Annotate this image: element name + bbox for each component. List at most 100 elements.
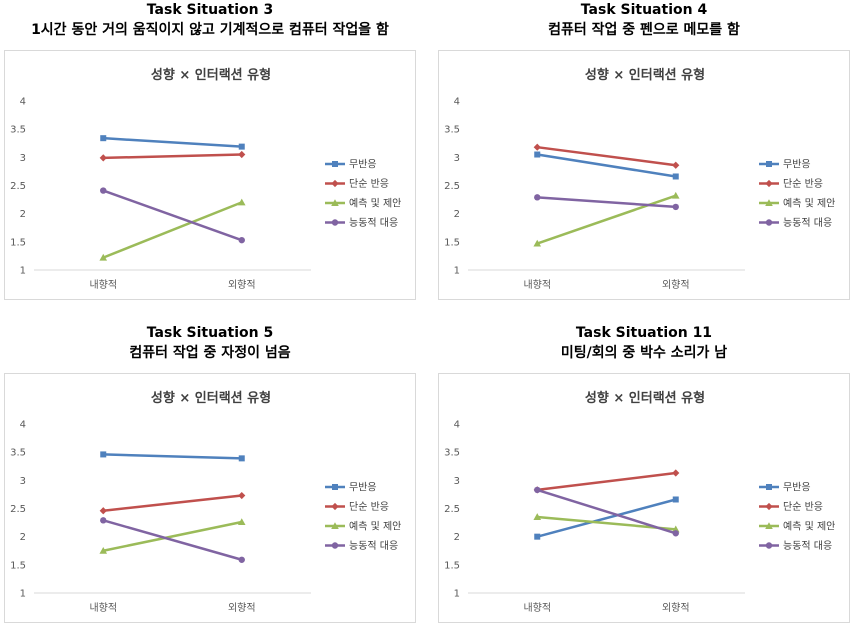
legend-marker: [331, 219, 339, 226]
series-line: [103, 453, 242, 460]
x-tick-label: 외향적: [228, 602, 256, 614]
data-point: [533, 513, 542, 520]
chart-title: 성향 × 인터랙션 유형: [151, 390, 271, 406]
chart-title: 성향 × 인터랙션 유형: [585, 67, 705, 83]
data-point: [671, 191, 680, 199]
y-tick-label: 2: [454, 532, 460, 543]
series-line: [536, 194, 677, 245]
legend-marker: [332, 161, 338, 167]
y-tick-label: 1: [454, 266, 460, 277]
data-point: [672, 173, 679, 180]
data-point: [238, 491, 246, 500]
panel-title: Task Situation 3: [146, 2, 274, 18]
series-line: [103, 153, 242, 160]
data-point: [100, 451, 107, 458]
panel-situation-5: Task Situation 5 컴퓨터 작업 중 자정이 넘음 성향 × 인터…: [0, 323, 420, 628]
x-tick-label: 내향적: [523, 602, 551, 614]
y-tick-label: 3: [454, 153, 460, 164]
y-tick-label: 1: [20, 589, 26, 600]
x-tick-label: 내향적: [89, 279, 117, 291]
y-tick-label: 4: [20, 97, 26, 108]
data-point: [99, 154, 107, 162]
y-tick-label: 2.5: [10, 181, 26, 192]
y-tick-label: 4: [454, 420, 460, 431]
legend-label: 단순 반응: [349, 178, 389, 190]
y-tick-label: 3: [20, 476, 26, 487]
data-point: [672, 203, 679, 211]
legend-marker: [331, 542, 339, 549]
series-line: [102, 189, 243, 242]
data-point: [534, 151, 541, 158]
chart-area: 성향 × 인터랙션 유형 1 1.5 2 2.5 3 3.5 4 내향적 외향적 무반응 단순 반응 예…: [4, 50, 416, 300]
y-tick-label: 2: [20, 209, 26, 220]
data-point: [238, 455, 245, 462]
legend-label: 능동적 대응: [783, 540, 832, 552]
series-line: [537, 471, 676, 492]
panel-situation-3: Task Situation 3 1시간 동안 거의 움직이지 않고 기계적으로…: [0, 0, 420, 305]
legend-label: 예측 및 제안: [783, 198, 835, 210]
y-tick-label: 4: [20, 420, 26, 431]
x-tick-label: 내향적: [89, 602, 117, 614]
data-point: [237, 518, 246, 526]
y-tick-label: 1.5: [10, 560, 26, 571]
legend-marker: [331, 179, 339, 188]
data-point: [238, 150, 246, 159]
panel-title: Task Situation 11: [575, 325, 713, 341]
data-point: [99, 507, 107, 515]
data-point: [534, 533, 541, 540]
panel-subtitle: 1시간 동안 거의 움직이지 않고 기계적으로 컴퓨터 작업을 함: [31, 22, 389, 38]
y-tick-label: 4: [454, 97, 460, 108]
chart-area: 성향 × 인터랙션 유형 1 1.5 2 2.5 3 3.5 4 내향적 외향적 무반응 단순 반응 예…: [438, 50, 850, 300]
y-tick-label: 3: [20, 153, 26, 164]
legend-label: 예측 및 제안: [349, 521, 401, 533]
legend-label: 무반응: [349, 159, 377, 171]
series-line: [536, 488, 677, 535]
legend-label: 능동적 대응: [349, 217, 398, 229]
data-point: [672, 496, 679, 503]
panel-subtitle: 컴퓨터 작업 중 펜으로 메모를 함: [548, 22, 740, 38]
y-tick-label: 2.5: [444, 504, 460, 515]
y-tick-label: 3: [454, 476, 460, 487]
legend-label: 무반응: [349, 482, 377, 494]
series-line: [103, 494, 242, 512]
data-point: [237, 198, 246, 206]
data-point: [672, 530, 679, 537]
panel-title: Task Situation 4: [580, 2, 708, 18]
panel-situation-11: Task Situation 11 미팅/회의 중 박수 소리가 남 성향 × …: [434, 323, 854, 628]
chart-title: 성향 × 인터랙션 유형: [151, 67, 271, 83]
x-tick-label: 외향적: [662, 602, 690, 614]
legend-label: 능동적 대응: [349, 540, 398, 552]
legend-marker: [765, 219, 773, 226]
legend-label: 예측 및 제안: [349, 198, 401, 210]
y-tick-label: 1.5: [10, 237, 26, 248]
data-point: [533, 239, 542, 247]
legend-marker: [331, 522, 339, 529]
legend-marker: [766, 484, 772, 490]
data-point: [100, 187, 107, 194]
y-tick-label: 3.5: [10, 125, 26, 136]
data-point: [238, 556, 245, 563]
chart-area: 성향 × 인터랙션 유형 1 1.5 2 2.5 3 3.5 4 내향적 외향적 무반응 단순 반응 예…: [4, 373, 416, 623]
legend-marker: [765, 522, 773, 529]
data-point: [671, 525, 680, 533]
data-point: [534, 486, 541, 494]
legend-label: 단순 반응: [783, 501, 823, 513]
y-tick-label: 2: [20, 532, 26, 543]
y-tick-label: 3.5: [10, 448, 26, 459]
legend-marker: [765, 542, 773, 549]
series-line: [103, 136, 242, 148]
series-line: [102, 519, 243, 561]
panel-situation-4: Task Situation 4 컴퓨터 작업 중 펜으로 메모를 함 성향 ×…: [434, 0, 854, 305]
data-point: [99, 546, 108, 554]
data-point: [238, 143, 245, 150]
x-tick-label: 외향적: [662, 279, 690, 291]
data-point: [533, 143, 541, 151]
data-point: [100, 517, 107, 524]
y-tick-label: 3.5: [444, 448, 460, 459]
y-tick-label: 1.5: [444, 237, 460, 248]
legend-label: 단순 반응: [783, 178, 823, 190]
